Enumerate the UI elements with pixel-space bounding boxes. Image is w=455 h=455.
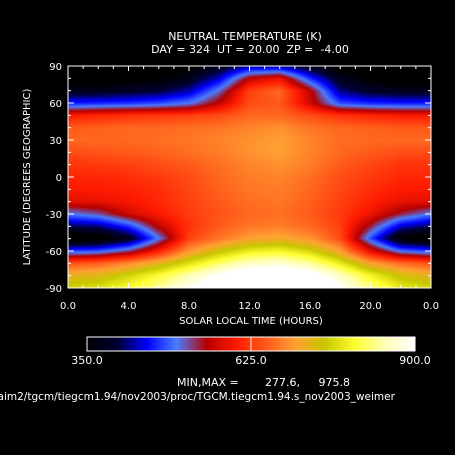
colorbar: 350.0 625.0 900.0 [71,336,431,367]
chart-subtitle: DAY = 324 UT = 20.00 ZP = -4.00 [151,43,349,56]
y-axis-ticks: 90 60 30 0 -30 -60 -90 [46,62,431,295]
y-tick-label: -60 [46,247,62,258]
y-tick-label: -90 [46,284,62,295]
x-axis-ticks: 0.0 4.0 8.0 12.0 16.0 20.0 0.0 [60,66,439,312]
y-tick-label: 30 [49,136,62,147]
y-tick-label: 0 [56,173,62,184]
chart-title: NEUTRAL TEMPERATURE (K) [168,30,322,43]
y-tick-label: -30 [46,210,62,221]
colorbar-max-label: 900.0 [399,354,431,367]
x-tick-label: 12.0 [238,301,260,312]
y-tick-label: 90 [49,62,62,73]
min-value: 277.6, [265,376,300,389]
footer-file-path: /aim2/tgcm/tiegcm1.94/nov2003/proc/TGCM.… [0,391,396,403]
max-value: 975.8 [319,376,351,389]
x-axis-label: SOLAR LOCAL TIME (HOURS) [179,316,323,327]
minmax-label: MIN,MAX = [177,376,239,389]
x-tick-label: 16.0 [299,301,321,312]
x-tick-label: 4.0 [121,301,137,312]
heatmap-field [68,66,431,288]
y-tick-label: 60 [49,99,62,110]
colorbar-mid-label: 625.0 [235,354,267,367]
y-axis-label: LATITUDE (DEGREES GEOGRAPHIC) [22,89,33,266]
x-tick-label: 20.0 [359,301,381,312]
x-tick-label: 8.0 [181,301,197,312]
x-tick-label: 0.0 [423,301,439,312]
colorbar-min-label: 350.0 [71,354,103,367]
x-tick-label: 0.0 [60,301,76,312]
heatmap-plot [67,65,432,289]
heatmap-field-container [68,66,431,288]
